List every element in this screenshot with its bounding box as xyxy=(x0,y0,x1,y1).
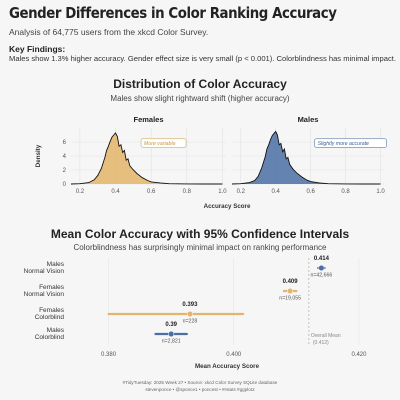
annotation-box-females xyxy=(140,138,187,148)
sample-size-label: n=228 xyxy=(183,319,198,325)
findings-title: Key Findings: xyxy=(9,44,66,54)
sample-size-label: n=2,821 xyxy=(162,339,181,345)
y-tick-label: 6 xyxy=(63,140,67,146)
caption-line1: #TidyTuesday: 2025 Week 27 • Source: xkc… xyxy=(123,380,278,385)
sample-size-label: n=42,666 xyxy=(311,273,333,279)
page-subtitle: Analysis of 64,775 users from the xkcd C… xyxy=(9,27,209,37)
row-label-line1: Females xyxy=(39,307,65,314)
sample-size-label: n=19,055 xyxy=(279,296,301,302)
mean-value-label: 0.393 xyxy=(182,302,198,308)
x-tick-label: 1.0 xyxy=(376,189,385,195)
density-chart-title: Distribution of Color Accuracy xyxy=(113,77,287,91)
mean-point xyxy=(318,264,325,272)
mean-value-label: 0.39 xyxy=(165,322,177,328)
x-tick-label: 0.8 xyxy=(183,189,192,195)
page-title: Gender Differences in Color Ranking Accu… xyxy=(9,4,337,22)
row-label-line2: Normal Vision xyxy=(24,291,65,298)
x-tick-label: 0.4 xyxy=(111,189,120,195)
x-tick-label: 0.400 xyxy=(226,352,242,358)
mean-value-label: 0.409 xyxy=(283,279,299,285)
caption-line2: stevenponce • @sponce1 • poncest • #rsta… xyxy=(145,387,255,392)
ci-x-axis-label: Mean Accuracy Score xyxy=(195,363,260,370)
ci-chart-title: Mean Color Accuracy with 95% Confidence … xyxy=(51,227,350,241)
density-line-females xyxy=(70,132,223,185)
y-tick-label: 4 xyxy=(63,154,67,160)
x-tick-label: 0.8 xyxy=(341,189,350,195)
x-tick-label: 0.2 xyxy=(76,189,85,195)
density-y-axis-label: Density xyxy=(35,144,42,167)
facet-title-males: Males xyxy=(298,115,319,124)
mean-point xyxy=(287,287,294,295)
density-line-males xyxy=(231,130,381,185)
row-label-line1: Males xyxy=(47,327,65,334)
findings-text: Males show 1.3% higher accuracy. Gender … xyxy=(9,54,396,63)
density-chart-subtitle: Males show slight rightward shift (highe… xyxy=(110,94,290,103)
mean-point xyxy=(168,330,175,338)
mean-point xyxy=(186,310,193,318)
mean-value-label: 0.414 xyxy=(314,256,330,262)
overall-mean-label: Overall Mean xyxy=(311,333,341,339)
y-tick-label: 2 xyxy=(63,168,67,174)
ci-chart-subtitle: Colorblindness has surprisingly minimal … xyxy=(74,243,328,252)
row-label-line1: Males xyxy=(47,261,65,268)
overall-mean-value: (0.412) xyxy=(313,340,329,346)
x-tick-label: 0.6 xyxy=(306,189,315,195)
x-tick-label: 0.4 xyxy=(272,189,281,195)
x-tick-label: 1.0 xyxy=(218,189,227,195)
annotation-box-males xyxy=(314,138,387,148)
x-tick-label: 0.6 xyxy=(147,189,156,195)
row-label-line2: Colorblind xyxy=(35,314,65,321)
row-label-line2: Colorblind xyxy=(35,334,65,341)
x-tick-label: 0.2 xyxy=(237,189,246,195)
x-tick-label: 0.380 xyxy=(101,352,117,358)
x-tick-label: 0.420 xyxy=(351,352,367,358)
annotation-females: More variable xyxy=(144,141,176,147)
annotation-males: Slightly more accurate xyxy=(318,141,369,147)
row-label-line2: Normal Vision xyxy=(24,268,65,275)
density-x-axis-label: Accuracy Score xyxy=(204,203,251,210)
row-label-line1: Females xyxy=(39,284,65,291)
facet-title-females: Females xyxy=(133,115,163,124)
y-tick-label: 0 xyxy=(63,182,67,188)
